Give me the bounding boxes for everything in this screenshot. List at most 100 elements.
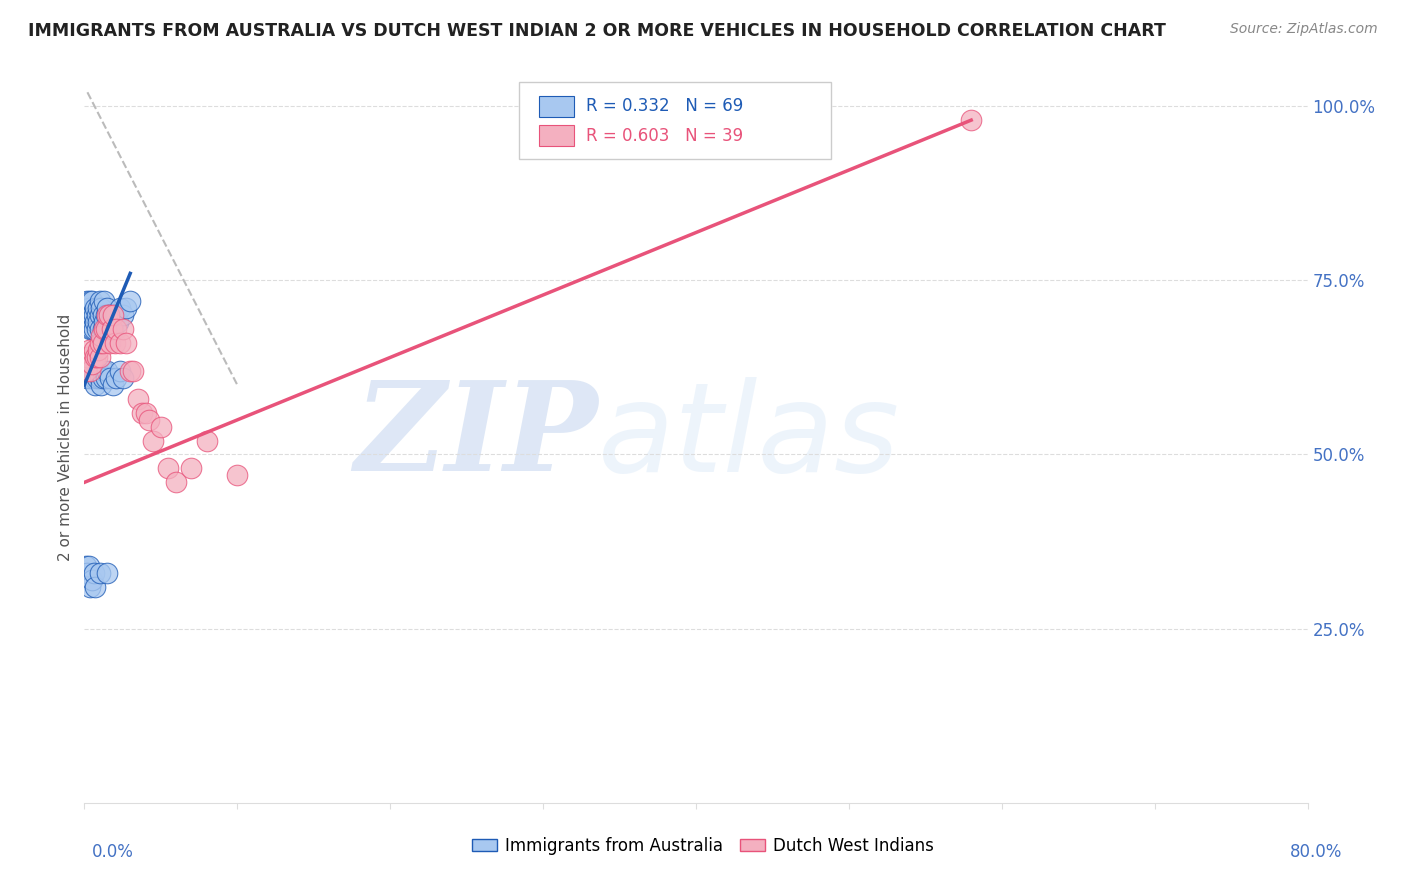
Point [94, 308, 117, 322]
Point [127, 392, 149, 406]
Point [89, 371, 111, 385]
Point [80, 294, 103, 309]
Point [101, 308, 124, 322]
Point [84, 580, 107, 594]
Point [98, 315, 121, 329]
Point [83, 322, 105, 336]
Point [93, 322, 115, 336]
Point [84, 301, 107, 316]
Point [89, 294, 111, 309]
Point [114, 301, 136, 316]
Point [80, 322, 103, 336]
Point [83, 343, 105, 357]
Point [111, 308, 134, 322]
Point [84, 315, 107, 329]
Text: 80.0%: 80.0% [1291, 843, 1343, 861]
Point [104, 308, 127, 322]
Point [80, 573, 103, 587]
Point [149, 419, 172, 434]
Point [91, 371, 114, 385]
Point [96, 301, 118, 316]
Point [108, 336, 131, 351]
Point [111, 371, 134, 385]
Text: atlas: atlas [598, 376, 900, 498]
Point [80, 364, 103, 378]
Point [96, 308, 118, 322]
Point [84, 377, 107, 392]
Point [86, 322, 108, 336]
Point [79, 364, 101, 378]
Point [93, 294, 115, 309]
Point [96, 566, 118, 580]
Point [157, 461, 180, 475]
Point [142, 434, 165, 448]
Point [86, 308, 108, 322]
Point [97, 308, 120, 322]
Y-axis label: 2 or more Vehicles in Household: 2 or more Vehicles in Household [58, 313, 73, 561]
Point [89, 322, 111, 336]
FancyBboxPatch shape [540, 126, 574, 146]
Point [960, 113, 983, 128]
Legend: Immigrants from Australia, Dutch West Indians: Immigrants from Australia, Dutch West In… [465, 830, 941, 862]
Point [75, 364, 97, 378]
Point [75, 558, 97, 573]
Point [76, 350, 98, 364]
Point [83, 308, 105, 322]
Point [165, 475, 187, 490]
Point [131, 406, 153, 420]
Point [86, 350, 108, 364]
Point [90, 377, 112, 392]
Point [96, 322, 118, 336]
Point [75, 308, 97, 322]
Point [105, 322, 128, 336]
Point [94, 322, 117, 336]
Point [105, 308, 128, 322]
Point [80, 308, 103, 322]
Point [138, 412, 160, 426]
Point [104, 336, 127, 351]
Point [98, 371, 121, 385]
Point [226, 468, 249, 483]
Point [107, 315, 129, 329]
Point [135, 406, 157, 420]
Point [120, 294, 142, 309]
FancyBboxPatch shape [519, 82, 831, 159]
Point [79, 580, 101, 594]
Point [96, 364, 118, 378]
Point [114, 336, 136, 351]
Point [87, 315, 110, 329]
Point [122, 364, 145, 378]
Point [89, 308, 111, 322]
Point [87, 301, 110, 316]
Point [77, 308, 100, 322]
Point [103, 308, 125, 322]
Point [89, 350, 111, 364]
Point [108, 364, 131, 378]
Point [90, 301, 112, 316]
Point [77, 301, 100, 316]
Text: R = 0.332   N = 69: R = 0.332 N = 69 [586, 97, 744, 115]
Point [87, 343, 110, 357]
Point [93, 315, 115, 329]
Point [105, 371, 128, 385]
Point [91, 336, 114, 351]
Point [89, 566, 111, 580]
Point [120, 364, 142, 378]
Point [101, 322, 124, 336]
Point [79, 322, 101, 336]
Point [97, 308, 120, 322]
Point [93, 364, 115, 378]
Point [89, 336, 111, 351]
Point [76, 294, 98, 309]
Point [108, 301, 131, 316]
Point [90, 329, 112, 343]
Text: IMMIGRANTS FROM AUSTRALIA VS DUTCH WEST INDIAN 2 OR MORE VEHICLES IN HOUSEHOLD C: IMMIGRANTS FROM AUSTRALIA VS DUTCH WEST … [28, 22, 1166, 40]
Point [76, 566, 98, 580]
Point [111, 322, 134, 336]
Point [195, 434, 218, 448]
Text: R = 0.603   N = 39: R = 0.603 N = 39 [586, 127, 742, 145]
Point [77, 364, 100, 378]
Point [91, 322, 114, 336]
Point [76, 315, 98, 329]
Point [80, 357, 103, 371]
